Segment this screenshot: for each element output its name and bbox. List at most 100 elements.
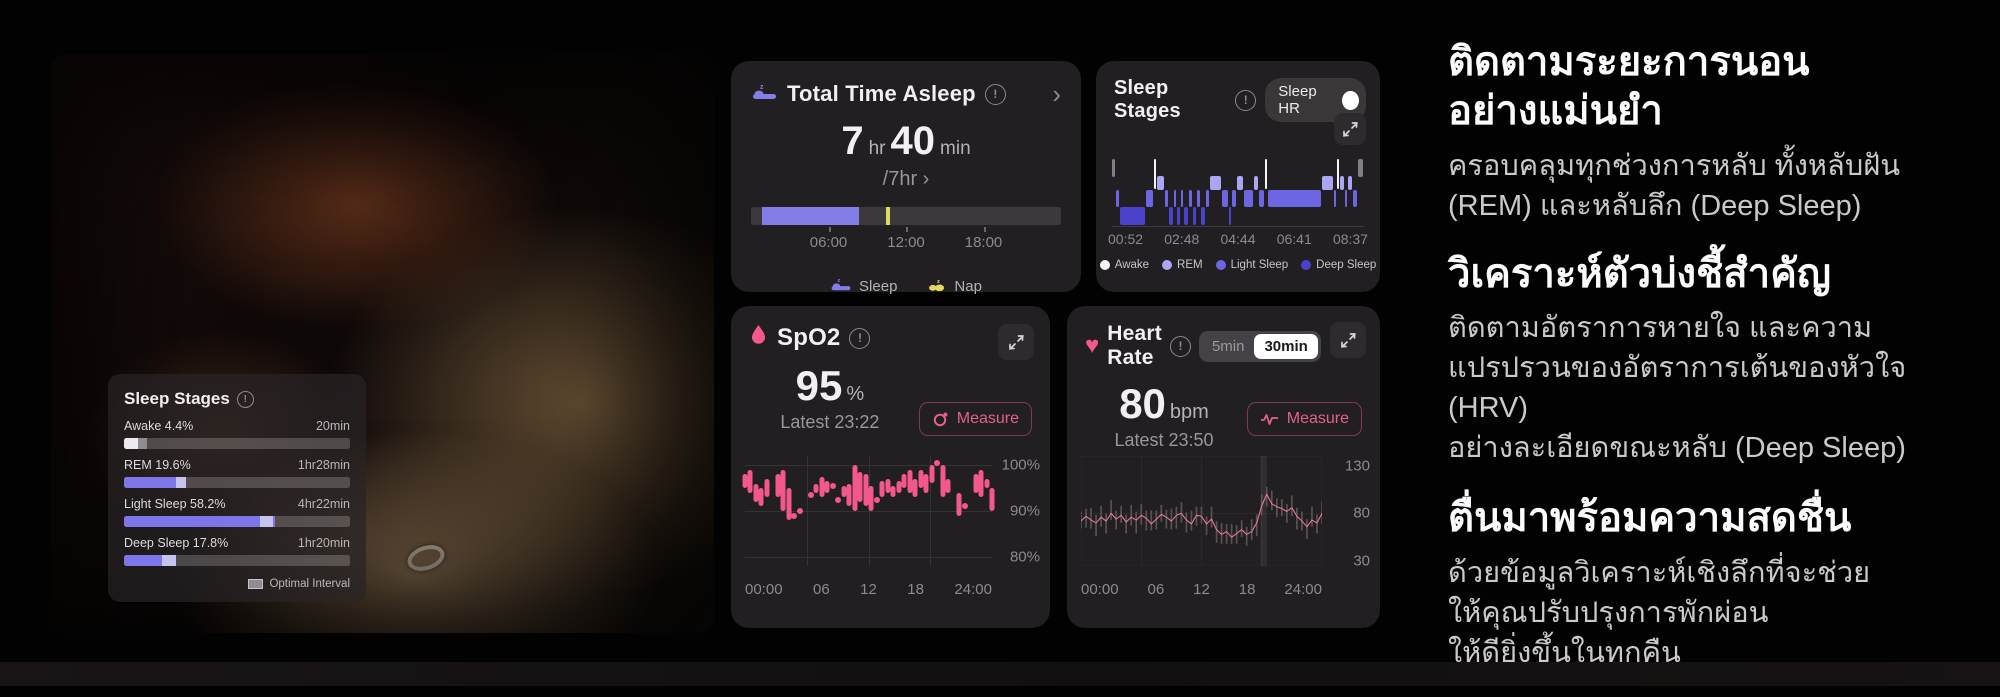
- sleep-bed-icon: z: [830, 277, 852, 296]
- feature-heading-1: ติดตามระยะการนอน อย่างแม่นยำ: [1448, 40, 1810, 133]
- info-icon[interactable]: !: [1169, 335, 1191, 357]
- spo2-measure-button[interactable]: Measure: [918, 402, 1032, 436]
- y-axis-label: 80: [1353, 504, 1370, 522]
- optimal-interval-marker: [137, 438, 147, 449]
- sleep-goal-link[interactable]: /7hr ›: [882, 168, 930, 190]
- feature-body-3: ด้วยข้อมูลวิเคราะห์เชิงลึกที่จะช่วย ให้ค…: [1448, 557, 1871, 670]
- interval-segmented-control: 5min 30min: [1198, 330, 1321, 362]
- stage-bar: [124, 477, 350, 488]
- card-title: Heart Rate: [1107, 322, 1162, 369]
- stage-label: Awake 4.4%: [124, 419, 194, 433]
- toggle-knob: [1342, 90, 1359, 110]
- y-axis-label: 100%: [1001, 456, 1040, 474]
- feature-body-2: ติดตามอัตราการหายใจ และความ แปรปรวนของอั…: [1448, 312, 1907, 465]
- info-icon[interactable]: !: [849, 327, 871, 349]
- heart-icon: ♥: [1085, 332, 1100, 359]
- sleep-hr-toggle[interactable]: Sleep HR: [1265, 78, 1366, 122]
- droplet-icon: [749, 324, 768, 352]
- info-icon[interactable]: !: [1235, 89, 1257, 111]
- smart-ring: [404, 540, 448, 576]
- sleep-minutes-value: 40: [890, 119, 936, 163]
- spo2-chart: [742, 456, 995, 566]
- y-axis-label: 90%: [1009, 502, 1040, 520]
- toggle-label: Sleep HR: [1278, 83, 1317, 117]
- legend-item: REM: [1162, 259, 1203, 271]
- stage-label: Light Sleep 58.2%: [124, 497, 226, 511]
- sleeping-person-photo: Sleep Stages ! Awake 4.4% 20min REM 19.6% 1…: [51, 54, 714, 633]
- spo2-unit: %: [846, 383, 865, 405]
- info-icon[interactable]: !: [984, 83, 1006, 105]
- heart-x-labels: 00:00 06 12 18 24:00: [1081, 581, 1322, 598]
- info-icon[interactable]: !: [236, 390, 254, 408]
- card-title: SpO2: [777, 324, 841, 351]
- spo2-value: 95: [795, 362, 843, 409]
- stage-row: Awake 4.4% 20min: [124, 419, 350, 449]
- stage-duration: 1hr20min: [297, 536, 350, 550]
- stage-row: Light Sleep 58.2% 4hr22min: [124, 497, 350, 527]
- ecg-measure-icon: [1260, 414, 1278, 425]
- option-5min[interactable]: 5min: [1211, 337, 1245, 355]
- stage-row: REM 19.6% 1hr28min: [124, 458, 350, 488]
- option-30min[interactable]: 30min: [1254, 333, 1318, 359]
- heart-rate-value: 80: [1119, 380, 1166, 427]
- expand-icon[interactable]: [1330, 322, 1366, 358]
- y-axis-label: 30: [1353, 552, 1370, 570]
- optimal-interval-marker: [175, 477, 187, 488]
- sleep-stage-rows: Awake 4.4% 20min REM 19.6% 1hr28min Light Sl…: [124, 419, 350, 566]
- timeline-tick-label: 12:00: [887, 234, 925, 251]
- card-title: Sleep Stages: [1114, 77, 1181, 122]
- total-time-asleep-card: z Total Time Asleep ! › 7 hr 40 min /7hr…: [731, 61, 1081, 295]
- spo2-latest-time: Latest 23:22: [780, 412, 880, 432]
- stage-legend: Awake REM Light Sleep Deep Sleep: [1096, 259, 1380, 271]
- legend-item: z Nap: [927, 277, 982, 296]
- feature-body-1: ครอบคลุมทุกช่วงการหลับ ทั้งหลับฝัน (REM)…: [1448, 149, 1901, 222]
- stage-row: Deep Sleep 17.8% 1hr20min: [124, 536, 350, 566]
- stage-bar: [124, 516, 350, 527]
- ring-measure-icon: [933, 412, 948, 426]
- y-axis-label: 130: [1344, 457, 1370, 475]
- sleep-stages-overlay-card: Sleep Stages ! Awake 4.4% 20min REM 19.6% 1…: [108, 374, 366, 602]
- overlay-card-title: Sleep Stages: [124, 389, 230, 408]
- timeline-tick-label: 18:00: [964, 234, 1003, 251]
- sleep-stages-card: Sleep Stages ! Sleep HR 00:52 02:48 04:44 0…: [1096, 61, 1380, 292]
- min-unit: min: [940, 138, 971, 159]
- y-axis-label: 80%: [1009, 548, 1040, 566]
- stage-label: REM 19.6%: [124, 458, 191, 472]
- legend-item: z Sleep: [830, 277, 897, 296]
- stage-duration: 1hr28min: [297, 458, 350, 472]
- stage-duration: 20min: [315, 419, 350, 433]
- sleep-timeline-bar: 06:00 12:00 18:00: [751, 207, 1061, 251]
- stage-bar: [124, 555, 350, 566]
- legend-item: Deep Sleep: [1301, 259, 1376, 271]
- timeline-tick-label: 06:00: [809, 234, 848, 251]
- card-title: Total Time Asleep: [787, 81, 976, 106]
- sleep-fill: [761, 207, 860, 225]
- svg-text:z: z: [760, 84, 764, 91]
- stage-bar: [124, 438, 350, 449]
- feature-heading-3: ตื่นมาพร้อมความสดชื่น: [1448, 496, 1852, 541]
- stage-label: Deep Sleep 17.8%: [124, 536, 229, 550]
- optimal-interval-label: Optimal Interval: [269, 578, 350, 590]
- timeline-legend: z Sleep z Nap: [731, 277, 1081, 296]
- heart-latest-time: Latest 23:50: [1114, 430, 1214, 450]
- stage-duration: 4hr22min: [297, 497, 350, 511]
- expand-icon[interactable]: [998, 324, 1034, 360]
- heart-rate-unit: bpm: [1169, 401, 1209, 423]
- hypnogram-x-labels: 00:52 02:48 04:44 06:41 08:37: [1108, 231, 1368, 247]
- heart-rate-chart: [1081, 456, 1322, 566]
- heart-rate-card: ♥ Heart Rate ! 5min 30min 80 bpm Latest …: [1067, 306, 1380, 628]
- optimal-interval-marker: [162, 555, 176, 566]
- expand-icon[interactable]: [1334, 113, 1366, 145]
- hr-unit: hr: [868, 138, 886, 159]
- spo2-card: SpO2 ! 95 % Latest 23:22 Measure 100% 90%…: [731, 306, 1050, 628]
- svg-text:z: z: [937, 279, 940, 285]
- svg-text:z: z: [837, 278, 840, 284]
- feature-heading-2: วิเคราะห์ตัวบ่งชี้สำคัญ: [1448, 251, 1831, 296]
- chevron-right-icon[interactable]: ›: [1052, 79, 1061, 109]
- optimal-interval-marker: [259, 516, 274, 527]
- legend-item: Awake: [1099, 259, 1149, 271]
- feature-text-column: ติดตามระยะการนอน อย่างแม่นยำ ครอบคลุมทุก…: [1448, 38, 1993, 697]
- sleep-hours-value: 7: [841, 119, 864, 163]
- hypnogram-chart: [1112, 159, 1364, 225]
- heart-measure-button[interactable]: Measure: [1246, 402, 1362, 436]
